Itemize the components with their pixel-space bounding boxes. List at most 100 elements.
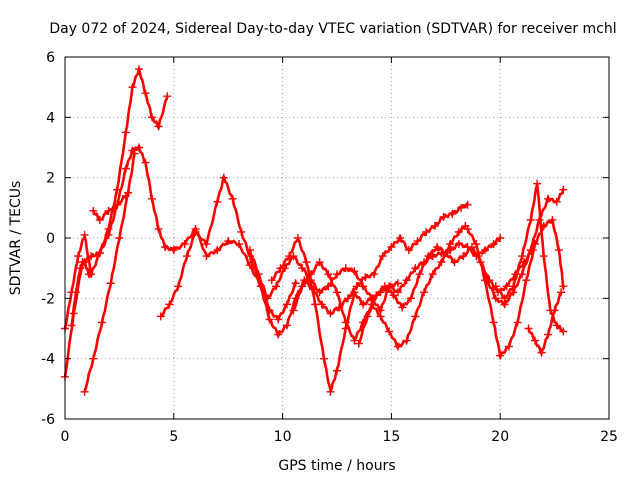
data-point-marker (202, 252, 211, 261)
y-tick-label: 6 (46, 50, 55, 66)
data-point-marker (174, 282, 183, 291)
series-line (494, 183, 565, 333)
y-tick-label: -4 (41, 352, 55, 368)
data-point-marker (285, 252, 294, 261)
data-point-marker (411, 264, 420, 273)
x-tick-label: 5 (169, 429, 178, 445)
data-point-marker (387, 243, 396, 252)
data-point-marker (298, 282, 307, 291)
data-point-marker (263, 294, 272, 303)
series-sat-e (89, 191, 130, 224)
series-sat-f (156, 173, 472, 339)
data-point-marker (480, 246, 489, 255)
data-point-marker (441, 249, 450, 258)
data-point-marker (393, 288, 402, 297)
data-point-marker (372, 291, 381, 300)
data-point-marker (319, 354, 328, 363)
data-point-marker (376, 312, 385, 321)
data-point-marker (557, 288, 566, 297)
data-point-marker (333, 288, 341, 297)
data-point-marker (437, 258, 446, 267)
series-line (63, 144, 297, 379)
data-point-marker (504, 342, 513, 351)
data-point-marker (517, 252, 526, 261)
data-point-marker (311, 300, 320, 309)
data-point-marker (343, 294, 352, 303)
y-tick-label: 0 (46, 231, 55, 247)
data-point-marker (439, 212, 448, 221)
data-point-marker (315, 288, 324, 297)
data-point-marker (130, 149, 139, 158)
data-point-marker (350, 336, 359, 345)
data-point-marker (134, 65, 143, 74)
data-point-marker (213, 197, 222, 206)
data-point-marker (315, 258, 324, 267)
data-point-marker (341, 264, 350, 273)
data-point-marker (245, 246, 254, 255)
data-point-marker (156, 312, 165, 321)
data-point-marker (500, 294, 509, 303)
data-point-marker (522, 276, 531, 285)
x-tick-label: 20 (491, 429, 509, 445)
series-sat-i (289, 221, 470, 351)
data-point-marker (121, 128, 130, 137)
data-point-marker (448, 209, 457, 218)
data-point-marker (154, 122, 163, 131)
data-point-marker (483, 276, 492, 285)
data-point-marker (80, 258, 89, 267)
data-point-marker (517, 270, 526, 279)
data-point-marker (291, 279, 300, 288)
data-point-marker (115, 234, 124, 242)
data-point-marker (324, 270, 333, 279)
data-point-marker (422, 227, 431, 236)
series-sat-n (524, 288, 566, 357)
data-point-marker (134, 143, 143, 152)
series-layer (61, 65, 568, 396)
data-point-marker (406, 294, 415, 303)
data-point-marker (219, 173, 228, 182)
data-point-marker (524, 324, 533, 333)
data-point-marker (106, 279, 115, 288)
data-point-marker (154, 224, 163, 233)
data-point-marker (454, 227, 463, 236)
data-point-marker (491, 294, 500, 303)
data-point-marker (398, 303, 407, 312)
data-point-marker (513, 318, 522, 327)
data-point-marker (489, 240, 498, 249)
data-point-marker (80, 230, 89, 239)
data-point-marker (552, 321, 561, 330)
data-point-marker (496, 234, 505, 242)
data-point-marker (526, 215, 535, 224)
data-point-marker (148, 113, 157, 122)
y-tick-label: 2 (46, 171, 55, 187)
axis-layer: 0 5 10 15 20 25 -6 -4 -2 0 2 4 6 (41, 50, 618, 445)
data-point-marker (104, 206, 113, 215)
data-point-marker (489, 318, 498, 327)
data-point-marker (333, 366, 341, 375)
data-point-marker (446, 240, 455, 249)
data-point-marker (224, 237, 233, 246)
data-point-marker (413, 237, 422, 246)
data-point-marker (559, 282, 568, 291)
data-point-marker (396, 234, 405, 242)
data-point-marker (254, 270, 263, 279)
data-point-marker (544, 194, 553, 203)
data-point-marker (350, 267, 359, 276)
data-point-marker (163, 92, 172, 101)
data-point-marker (554, 246, 563, 255)
data-point-marker (548, 215, 557, 224)
data-point-marker (89, 354, 98, 363)
data-point-marker (457, 203, 466, 212)
data-point-marker (121, 164, 130, 173)
data-point-marker (531, 336, 540, 345)
data-point-marker (274, 330, 283, 339)
data-point-marker (326, 387, 335, 396)
data-point-marker (113, 200, 122, 209)
data-point-marker (533, 179, 542, 188)
data-point-marker (237, 227, 246, 236)
data-point-marker (165, 300, 174, 309)
data-point-marker (326, 309, 335, 318)
data-point-marker (552, 197, 561, 206)
data-point-marker (544, 330, 553, 339)
